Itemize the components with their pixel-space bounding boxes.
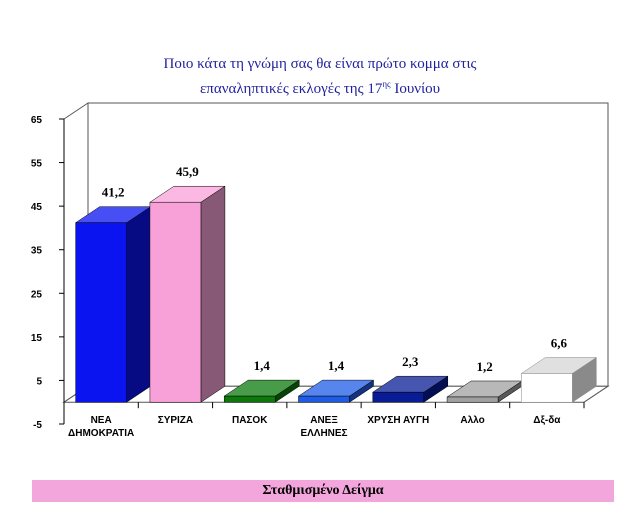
y-tick-label: 5 <box>36 376 42 387</box>
bar-value-label: 1,2 <box>476 359 492 374</box>
y-tick-label: 45 <box>31 202 43 213</box>
x-category-label: ΑΝΕΞ <box>310 415 338 426</box>
x-category-label: Αλλο <box>460 415 484 426</box>
chart-title-line1: Ποιο κάτα τη γνώμη σας θα είναι πρώτο κο… <box>163 56 477 72</box>
chart-title-superscript: ης <box>382 79 391 89</box>
bar-value-label: 41,2 <box>102 185 125 200</box>
y-tick-label: -5 <box>33 420 42 431</box>
bar <box>149 201 202 403</box>
x-category-label: ΧΡΥΣΗ ΑΥΓΗ <box>367 415 429 426</box>
chart-title: Ποιο κάτα τη γνώμη σας θα είναι πρώτο κο… <box>0 54 640 99</box>
x-category-label: ΔΗΜΟΚΡΑΤΙΑ <box>68 428 134 439</box>
chart-title-line2: επαναληπτικές εκλογές της 17ης Ιουνίου <box>0 74 640 99</box>
bar <box>298 395 350 403</box>
chart-title-line2-text: επαναληπτικές εκλογές της 17 <box>199 81 383 97</box>
bar <box>446 396 499 403</box>
x-category-label: ΝΕΑ <box>91 415 112 426</box>
x-category-label: ΕΛΛΗΝΕΣ <box>300 428 347 439</box>
bar <box>372 391 425 403</box>
bar-value-label: 2,3 <box>402 354 419 369</box>
bar-value-label: 6,6 <box>551 335 568 350</box>
bar-value-label: 45,9 <box>176 164 199 179</box>
y-tick-label: 15 <box>31 333 43 344</box>
bar <box>223 395 276 403</box>
y-tick-label: 65 <box>31 115 43 126</box>
x-category-label: Δξ-δα <box>533 415 561 426</box>
bar-side <box>126 206 151 403</box>
bar-side <box>200 185 226 403</box>
chart-title-line2-tail: Ιουνίου <box>390 81 441 97</box>
bar <box>75 222 127 403</box>
weighted-sample-banner: Σταθμισμένο Δείγμα <box>32 480 614 502</box>
bar-value-label: 1,4 <box>254 358 271 373</box>
y-tick-label: 35 <box>31 246 43 257</box>
bar <box>521 373 573 403</box>
x-category-label: ΣΥΡΙΖΑ <box>158 415 193 426</box>
bar-value-label: 1,4 <box>328 358 345 373</box>
y-tick-label: 55 <box>31 159 43 170</box>
y-tick-label: 25 <box>31 289 43 300</box>
x-category-label: ΠΑΣΟΚ <box>232 415 268 426</box>
